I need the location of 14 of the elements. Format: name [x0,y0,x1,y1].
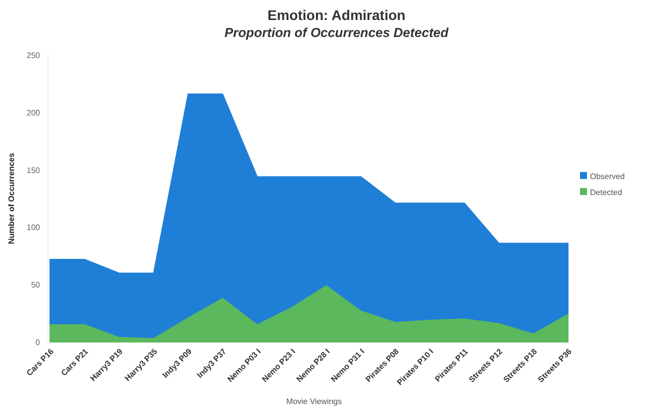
y-axis-title: Number of Occurrences [7,152,16,244]
x-tick-label: Cars P21 [59,346,90,378]
y-tick-label: 150 [26,166,41,175]
y-tick-label: 50 [31,280,41,290]
legend-label: Observed [590,172,625,181]
y-tick-label: 250 [26,51,41,60]
y-tick-label: 0 [36,338,41,347]
chart-subtitle: Proportion of Occurrences Detected [224,25,450,40]
x-axis-title: Movie Viewings [286,397,342,406]
y-tick-label: 100 [26,223,41,232]
legend-label: Detected [590,188,622,197]
chart-title: Emotion: Admiration [268,7,406,23]
x-tick-label: Cars P16 [24,346,56,378]
y-tick-label: 200 [26,108,41,118]
